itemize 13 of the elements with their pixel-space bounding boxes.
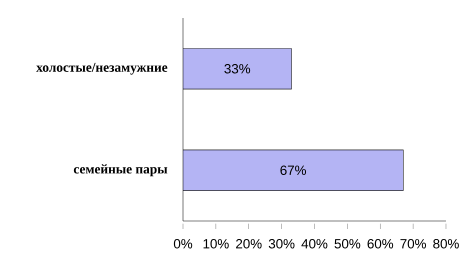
x-tick-label: 70% [400, 239, 426, 248]
y-tick-label: холостые/незамужние [36, 62, 168, 75]
x-tick-label: 10% [204, 239, 229, 248]
data-label: 67% [280, 166, 306, 175]
data-label: 33% [224, 64, 250, 74]
x-tick-label: 60% [368, 239, 394, 248]
x-tick-label: 30% [268, 239, 294, 248]
y-tick-label: семейные пары [74, 164, 168, 176]
x-tick-label: 0% [174, 239, 192, 248]
x-tick-label: 50% [334, 239, 360, 248]
x-tick-label: 80% [433, 239, 459, 248]
x-tick-label: 40% [301, 239, 328, 248]
x-tick-label: 20% [236, 239, 262, 248]
